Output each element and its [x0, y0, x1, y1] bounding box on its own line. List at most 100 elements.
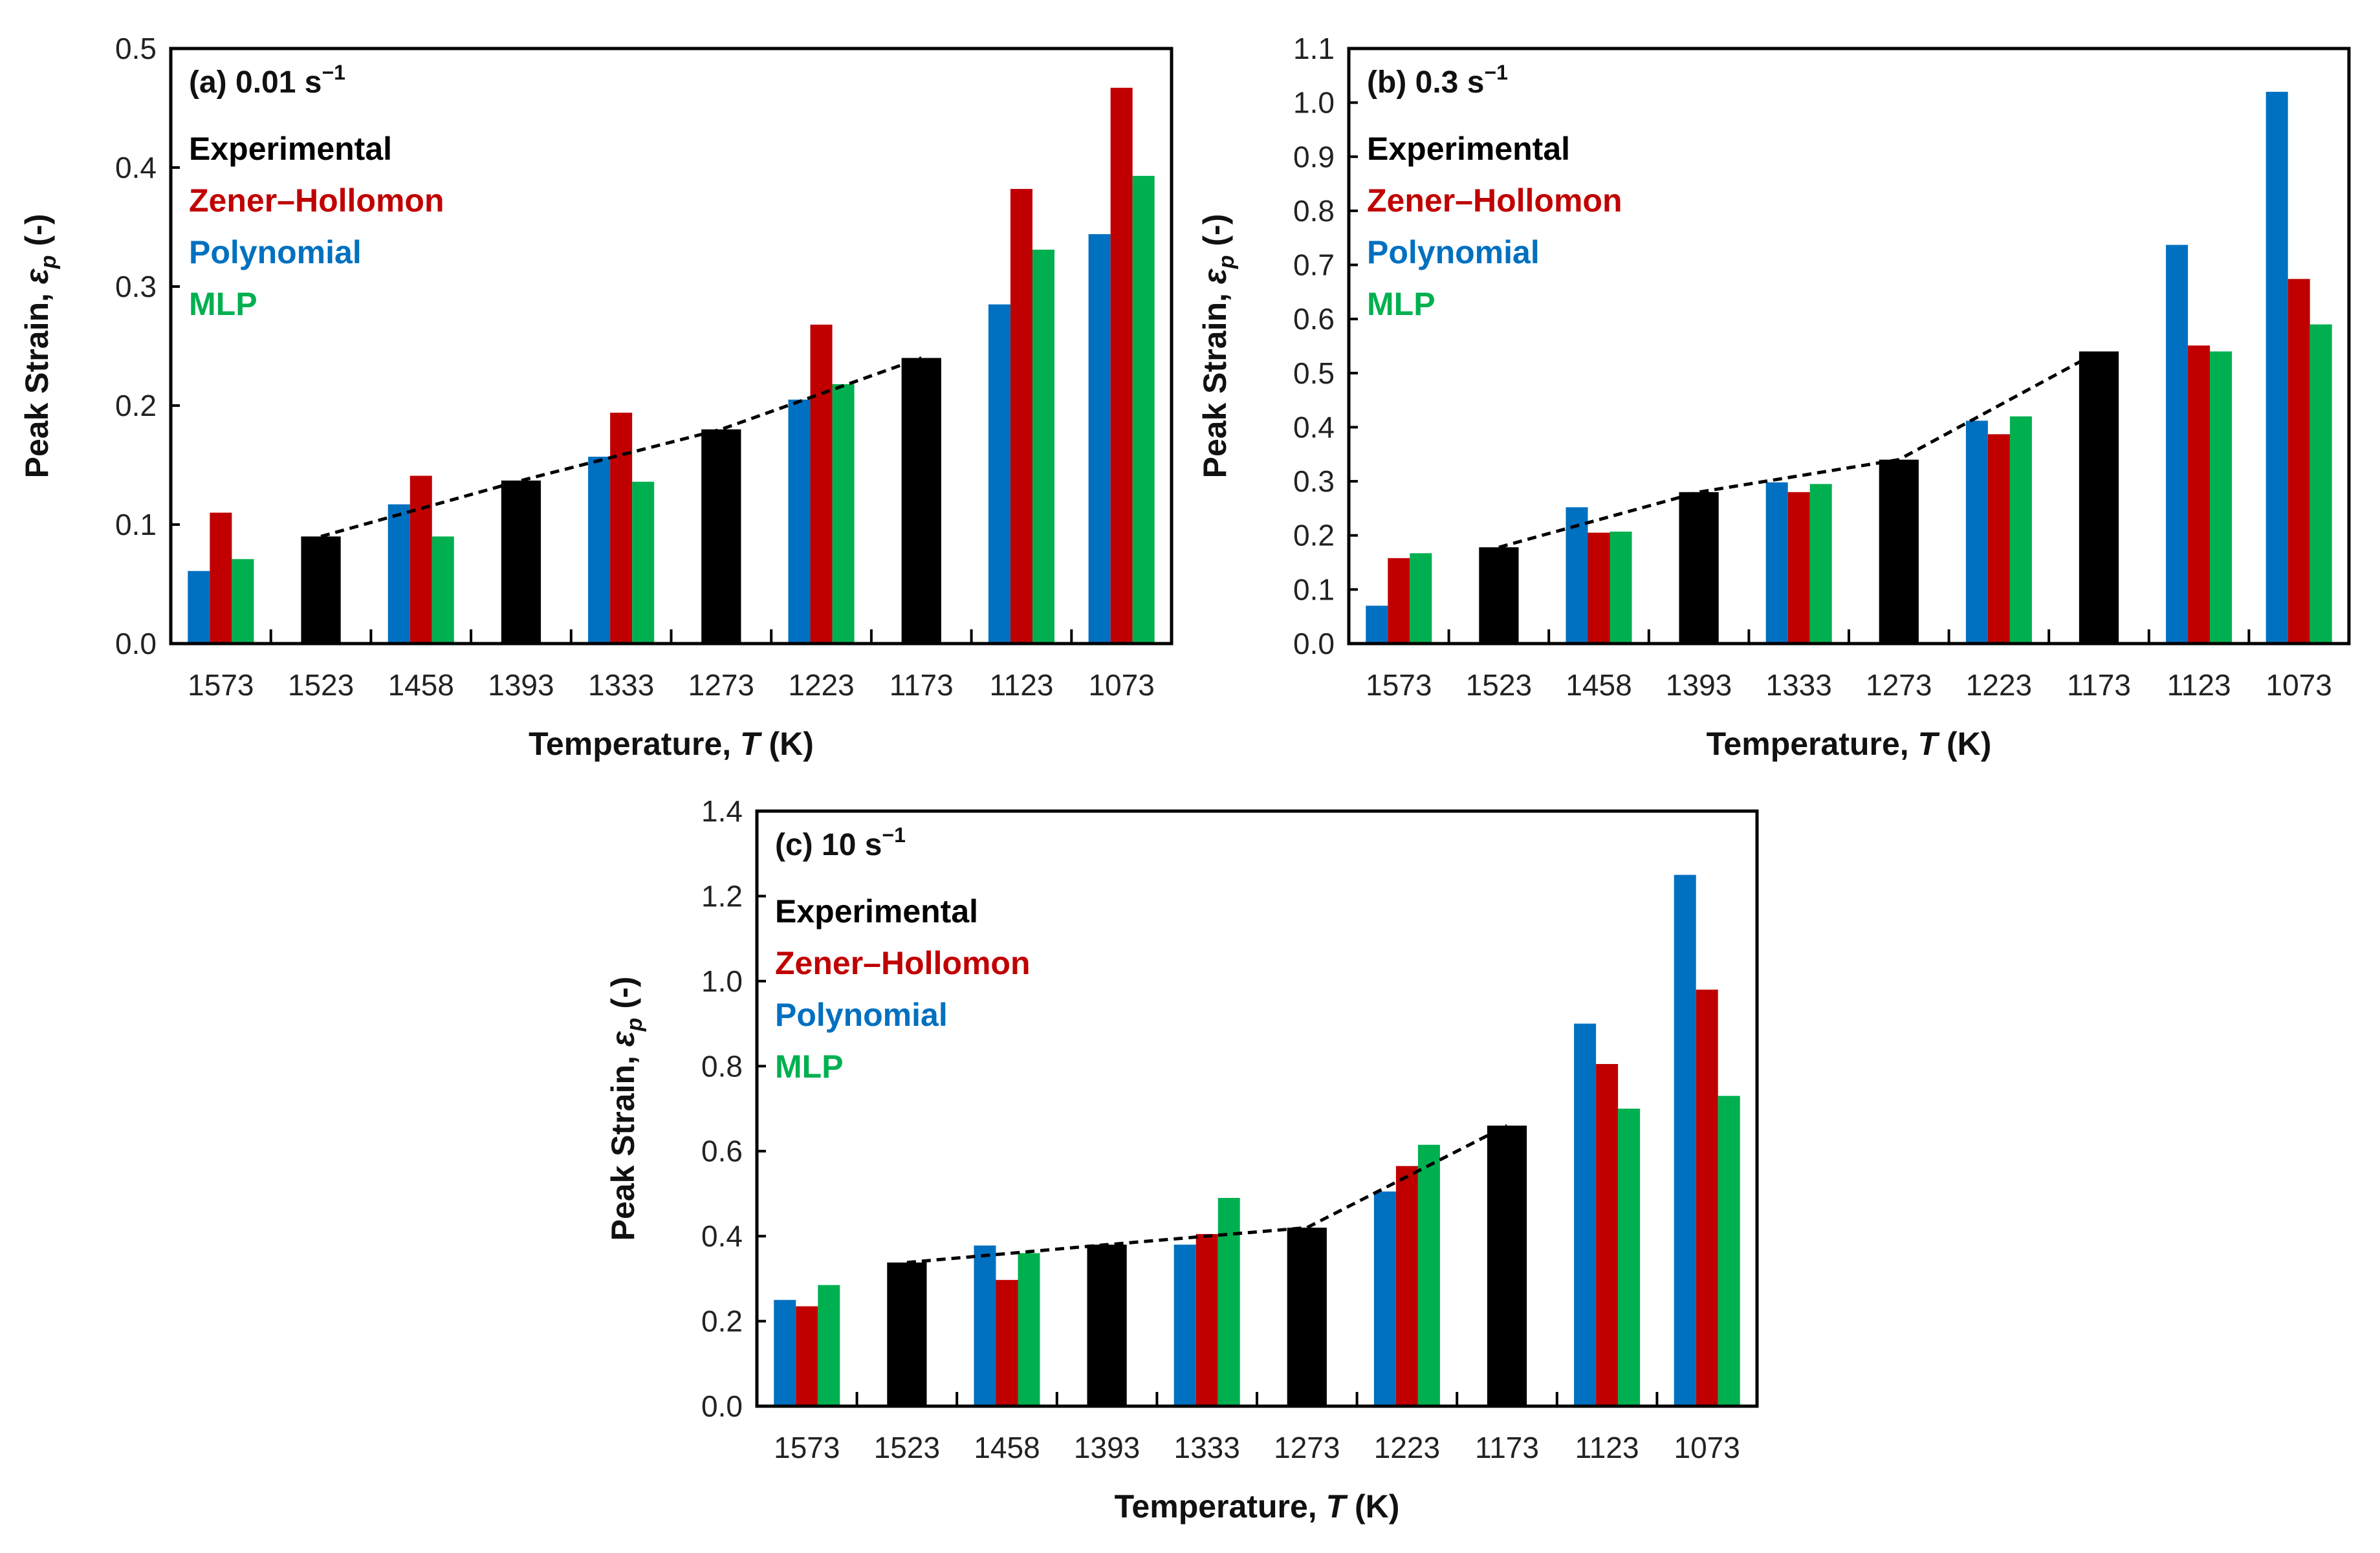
x-axis-title-unit: (K): [1346, 1488, 1399, 1525]
x-tick-label: 1073: [1088, 668, 1154, 702]
y-tick-label: 1.4: [701, 794, 743, 828]
y-axis-title-subscript: p: [1214, 255, 1239, 269]
x-tick-label: 1123: [2167, 668, 2231, 702]
bar-polynomial-1458: [388, 504, 410, 644]
x-axis-title-unit: (K): [760, 726, 814, 762]
bar-mlp-1333: [632, 481, 655, 644]
x-axis-title-variable: T: [1918, 726, 1941, 762]
bar-zener-hollomon-1573: [1388, 558, 1410, 644]
y-axis-title-subscript: p: [36, 255, 61, 269]
x-axis-title-unit: (K): [1938, 726, 1991, 762]
x-tick-label: 1573: [774, 1431, 840, 1464]
y-axis-title-symbol: ε: [19, 268, 55, 284]
panel-label-text: (c) 10 s: [775, 828, 882, 862]
y-axis-title: Peak Strain, εp (-): [1197, 214, 1239, 479]
bar-mlp-1573: [232, 559, 254, 644]
experimental-trend-dashed-line: [1498, 350, 2100, 549]
y-tick-label: 0.0: [701, 1389, 743, 1423]
bar-polynomial-1123: [2166, 244, 2189, 644]
y-axis-title-subscript: p: [622, 1017, 647, 1032]
bar-polynomial-1573: [774, 1299, 796, 1406]
y-axis-title-unit: (-): [19, 214, 55, 255]
bar-zener-hollomon-1333: [610, 413, 633, 644]
bar-mlp-1573: [818, 1285, 840, 1406]
y-tick-label: 0.0: [115, 627, 157, 660]
bar-polynomial-1123: [1574, 1023, 1597, 1406]
y-tick-label: 1.1: [1293, 32, 1335, 65]
x-tick-label: 1523: [874, 1431, 940, 1464]
y-tick-label: 0.5: [115, 32, 157, 65]
bar-mlp-1333: [1217, 1198, 1240, 1406]
x-tick-label: 1273: [688, 668, 754, 702]
bar-mlp-1223: [1417, 1144, 1440, 1406]
y-tick-label: 0.2: [1293, 519, 1335, 552]
x-tick-label: 1123: [989, 668, 1053, 702]
bar-zener-hollomon-1458: [996, 1279, 1018, 1406]
panel-label: (c) 10 s−1: [775, 823, 906, 862]
experimental-trend-dashed-line: [906, 1124, 1508, 1265]
bar-zener-hollomon-1573: [796, 1306, 818, 1406]
x-axis-title: Temperature, T (K): [529, 726, 814, 762]
legend-entry-experimental: Experimental: [775, 893, 978, 929]
bar-mlp-1123: [2210, 351, 2233, 644]
panel-label: (a) 0.01 s−1: [189, 61, 345, 100]
bar-polynomial-1073: [1088, 234, 1111, 644]
bar-mlp-1073: [1132, 175, 1155, 644]
y-tick-label: 0.4: [701, 1219, 743, 1253]
x-tick-label: 1393: [488, 668, 554, 702]
x-tick-label: 1273: [1866, 668, 1932, 702]
x-tick-label: 1173: [1475, 1431, 1539, 1464]
bar-experimental-1523: [301, 536, 341, 644]
x-tick-label: 1573: [1366, 668, 1432, 702]
bar-polynomial-1073: [1674, 874, 1696, 1406]
x-tick-label: 1073: [2266, 668, 2332, 702]
bar-mlp-1333: [1809, 484, 1832, 644]
bar-zener-hollomon-1458: [1588, 532, 1610, 644]
x-tick-label: 1523: [288, 668, 354, 702]
panel-label-superscript: −1: [882, 823, 905, 847]
legend-entry-polynomial: Polynomial: [189, 234, 362, 270]
x-tick-label: 1458: [974, 1431, 1040, 1464]
x-tick-label: 1393: [1666, 668, 1732, 702]
bar-experimental-1273: [701, 429, 741, 644]
bar-mlp-1073: [2309, 324, 2332, 644]
bar-experimental-1273: [1287, 1228, 1327, 1406]
bar-zener-hollomon-1333: [1787, 492, 1810, 644]
x-tick-label: 1458: [1566, 668, 1632, 702]
y-axis-title-text: Peak Strain,: [605, 1047, 641, 1241]
legend-entry-mlp: MLP: [775, 1048, 844, 1085]
y-tick-label: 0.1: [1293, 572, 1335, 606]
bar-experimental-1173: [2079, 351, 2119, 644]
bar-mlp-1223: [832, 384, 855, 644]
x-axis-title-variable: T: [740, 726, 763, 762]
bar-polynomial-1573: [188, 570, 210, 644]
bar-zener-hollomon-1333: [1195, 1233, 1218, 1406]
bar-zener-hollomon-1123: [1596, 1064, 1619, 1406]
y-tick-label: 1.0: [701, 964, 743, 998]
x-tick-label: 1223: [1374, 1431, 1440, 1464]
bar-experimental-1393: [1679, 492, 1719, 644]
y-axis-title-unit: (-): [1197, 214, 1233, 255]
y-tick-label: 0.2: [115, 389, 157, 422]
x-tick-label: 1523: [1466, 668, 1532, 702]
bar-zener-hollomon-1073: [1110, 87, 1133, 644]
bar-zener-hollomon-1073: [2287, 279, 2310, 644]
legend-entry-zener-hollomon: Zener–Hollomon: [775, 945, 1030, 981]
bar-zener-hollomon-1458: [409, 475, 432, 644]
x-axis-title: Temperature, T (K): [1707, 726, 1992, 762]
panel-label-text: (b) 0.3 s: [1367, 65, 1484, 100]
bar-mlp-1123: [1032, 249, 1055, 644]
legend-entry-polynomial: Polynomial: [1367, 234, 1540, 270]
x-tick-label: 1173: [890, 668, 954, 702]
bar-polynomial-1333: [1174, 1244, 1196, 1406]
y-axis-title: Peak Strain, εp (-): [605, 977, 647, 1241]
bar-mlp-1573: [1410, 553, 1432, 644]
x-axis-title-text: Temperature,: [529, 726, 740, 762]
y-axis-title-symbol: ε: [605, 1030, 641, 1047]
bar-zener-hollomon-1223: [1987, 434, 2010, 644]
bar-experimental-1173: [901, 358, 941, 644]
bar-experimental-1523: [1479, 547, 1519, 644]
y-tick-label: 0.5: [1293, 356, 1335, 390]
chart-panel-2: 0.0 0.2 0.4 0.6 0.8 1.0 1.2 1.4 1573 1523 1458 1393…: [605, 794, 1759, 1525]
